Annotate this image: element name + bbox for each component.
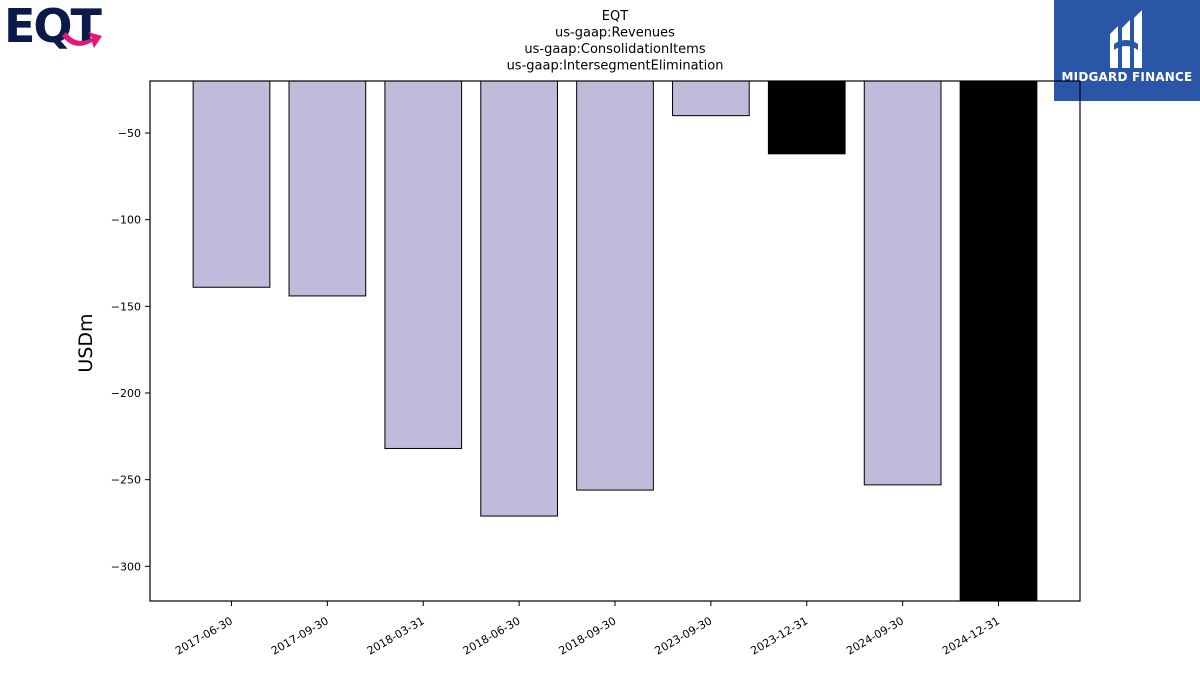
eqt-logo-text: EQT (4, 2, 103, 53)
x-tick-label: 2017-06-30 (173, 614, 235, 657)
y-tick-label: −50 (118, 127, 141, 140)
midgard-finance-badge: MIDGARD FINANCE (1054, 0, 1200, 101)
x-tick-label: 2017-09-30 (269, 614, 331, 657)
bar-2023-12-31 (767, 80, 846, 155)
bar-2018-09-30 (576, 80, 654, 491)
y-tick-label: −100 (111, 214, 141, 227)
x-tick-label: 2018-03-31 (365, 614, 427, 657)
y-tick-label: −200 (111, 387, 141, 400)
y-axis: −50 −100 −150 −200 −250 −300 (111, 127, 150, 573)
x-tick-label: 2024-09-30 (844, 614, 906, 657)
eqt-logo: EQT (4, 2, 105, 53)
midgard-finance-label: MIDGARD FINANCE (1061, 70, 1193, 84)
x-tick-label: 2023-09-30 (653, 614, 715, 657)
x-tick-label: 2023-12-31 (748, 614, 810, 657)
bar-2024-12-31 (959, 80, 1038, 602)
bar-2018-03-31 (384, 80, 463, 449)
title-line: us-gaap:ConsolidationItems (524, 42, 705, 57)
bar-2017-06-30 (192, 80, 271, 288)
bar-2023-09-30 (672, 80, 750, 117)
y-tick-label: −300 (111, 560, 141, 573)
y-tick-label: −150 (111, 300, 141, 313)
eqt-arrow-icon (62, 32, 102, 48)
y-tick-label: −250 (111, 474, 141, 487)
title-line: EQT (602, 9, 628, 24)
bars-group (192, 80, 1038, 602)
title-line: us-gaap:IntersegmentElimination (507, 59, 724, 74)
chart-title: EQT us-gaap:Revenuesus-gaap:Consolidation… (507, 9, 724, 74)
bar-2017-09-30 (288, 80, 367, 297)
x-tick-label: 2018-06-30 (461, 614, 523, 657)
x-tick-label: 2024-12-31 (940, 614, 1002, 657)
x-axis: 2017-06-30 2017-09-30 2018-03-31 2018-06-30… (173, 601, 1002, 658)
bar-2024-09-30 (863, 80, 942, 486)
x-tick-label: 2018-09-30 (557, 614, 619, 657)
title-line: us-gaap:Revenues (555, 26, 675, 41)
bar-2018-06-30 (480, 80, 558, 517)
y-axis-label: USDm (75, 313, 97, 372)
midgard-finance-icon (1110, 10, 1142, 68)
